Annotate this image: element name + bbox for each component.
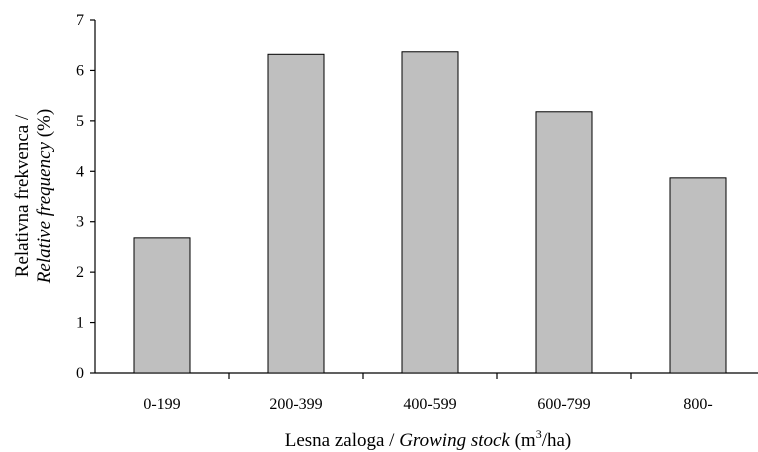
bars (133, 51, 727, 374)
y-ticks: 0 1 2 3 4 5 6 7 (76, 12, 95, 382)
x-ticks (228, 373, 632, 379)
y-tick-label: 3 (76, 214, 84, 231)
bar-400-599 (401, 51, 459, 374)
x-tick-label: 400-599 (403, 396, 456, 413)
bar-0-199 (133, 237, 191, 374)
x-tick-label: 800- (683, 396, 712, 413)
y-tick-label: 2 (76, 264, 84, 281)
y-tick-label: 1 (76, 315, 84, 332)
y-axis-title: Relativna frekvenca / Relative frequency… (12, 109, 55, 284)
bar-600-799 (535, 111, 593, 374)
x-tick-label: 200-399 (269, 396, 322, 413)
bar-200-399 (267, 53, 325, 374)
y-tick-label: 7 (76, 12, 84, 29)
y-tick-label: 5 (76, 113, 84, 130)
x-axis-title: Lesna zaloga / Growing stock (m3/ha) (285, 427, 572, 451)
x-tick-labels: 0-199 200-399 400-599 600-799 800- (143, 396, 712, 413)
y-tick-label: 0 (76, 365, 84, 382)
x-tick-label: 600-799 (537, 396, 590, 413)
y-tick-label: 4 (76, 163, 84, 180)
x-tick-label: 0-199 (143, 396, 180, 413)
y-axis-title-line1: Relativna frekvenca / (12, 114, 33, 277)
y-tick-label: 6 (76, 62, 84, 79)
bar-800- (669, 177, 727, 374)
y-axis-title-line2: Relative frequency (%) (34, 109, 55, 284)
